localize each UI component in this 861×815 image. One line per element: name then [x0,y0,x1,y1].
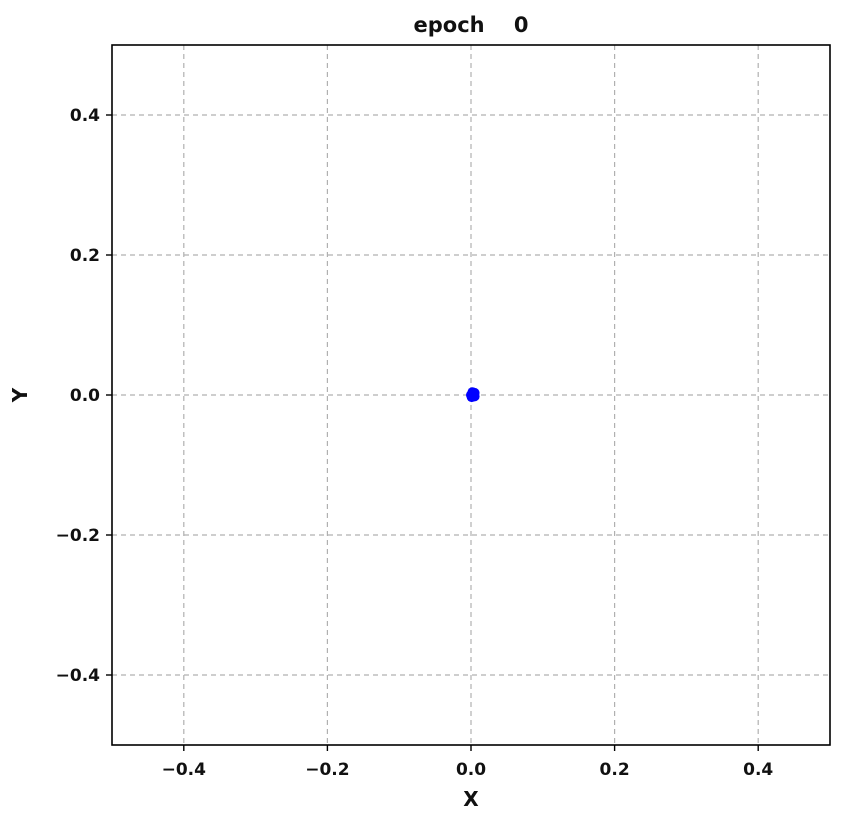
y-tick-label: −0.4 [56,666,101,686]
y-tick-label: 0.0 [70,386,100,406]
x-axis-label: X [463,787,479,811]
axis-ticks: −0.4 −0.2 0.0 0.2 0.4 −0.4 −0.2 0.0 0.2 0.4 [56,106,774,780]
x-tick-label: 0.4 [743,760,773,780]
y-tick-label: 0.2 [70,246,100,266]
y-axis-label: Y [8,387,32,403]
x-tick-label: −0.4 [162,760,207,780]
x-tick-label: 0.0 [456,760,486,780]
x-tick-label: −0.2 [305,760,349,780]
y-tick-label: 0.4 [70,106,100,126]
y-tick-label: −0.2 [56,526,100,546]
chart-title: epoch 0 [414,13,529,37]
x-tick-label: 0.2 [600,760,630,780]
data-points [466,387,480,403]
grid [112,45,830,745]
data-point [468,390,479,401]
